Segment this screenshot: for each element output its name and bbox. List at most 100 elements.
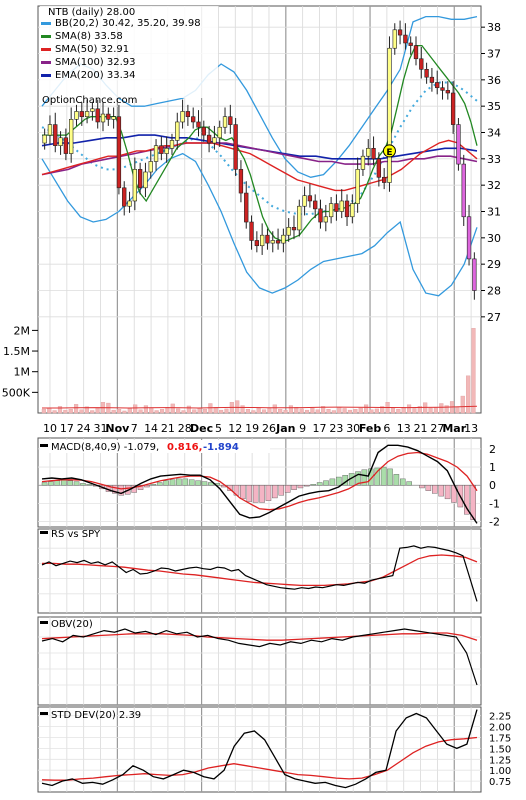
y-tick-label: 33 bbox=[487, 153, 501, 166]
candle bbox=[137, 169, 143, 189]
candle bbox=[270, 240, 275, 244]
macd-histogram-bar bbox=[361, 469, 368, 486]
candle bbox=[466, 216, 472, 260]
candle bbox=[132, 169, 137, 202]
volume-bar bbox=[143, 405, 148, 414]
volume-bar bbox=[224, 408, 229, 414]
volume-bar bbox=[433, 407, 438, 414]
volume-bar bbox=[245, 409, 251, 414]
x-tick-label: 9 bbox=[299, 422, 306, 435]
x-tick-label: 19 bbox=[245, 422, 259, 435]
x-tick-label: 27 bbox=[430, 422, 444, 435]
candle bbox=[159, 145, 164, 154]
macd-histogram-bar bbox=[188, 479, 195, 486]
macd-histogram-bar bbox=[444, 485, 451, 500]
volume-bar bbox=[170, 403, 175, 414]
macd-histogram-bar bbox=[374, 467, 380, 486]
volume-bar bbox=[176, 408, 181, 414]
candle bbox=[233, 124, 238, 170]
volume-bar bbox=[272, 404, 277, 414]
volume-bar bbox=[256, 407, 261, 414]
volume-bar bbox=[278, 409, 283, 414]
macd-histogram-bar bbox=[419, 485, 425, 489]
candle bbox=[323, 216, 328, 223]
macd-histogram-bar bbox=[387, 468, 393, 486]
candle bbox=[376, 158, 382, 178]
stddev-tick-label: 0.75 bbox=[489, 777, 511, 788]
legend-swatch bbox=[41, 48, 51, 51]
y-tick-label: 34 bbox=[487, 127, 501, 140]
macd-histogram-bar bbox=[310, 484, 316, 486]
macd-tick-label: 2 bbox=[489, 443, 496, 456]
macd-histogram-bar bbox=[48, 481, 54, 486]
macd-histogram-bar bbox=[400, 478, 406, 486]
macd-histogram-bar bbox=[278, 485, 285, 496]
stddev-tick-label: 1.00 bbox=[489, 766, 511, 777]
x-tick-label: 31 bbox=[94, 422, 108, 435]
macd-histogram-bar bbox=[297, 485, 304, 489]
y-tick-label: 38 bbox=[487, 21, 501, 34]
x-tick-label: Jan bbox=[275, 422, 295, 435]
stddev-tick-label: 2.00 bbox=[489, 723, 511, 734]
macd-histogram-bar bbox=[265, 485, 272, 501]
y-tick-label: 35 bbox=[487, 100, 501, 113]
macd-histogram-bar bbox=[80, 483, 86, 486]
macd-histogram-bar bbox=[432, 485, 438, 494]
volume-bar bbox=[219, 409, 224, 414]
y-tick-label: 29 bbox=[487, 258, 501, 271]
macd-histogram-bar bbox=[291, 485, 297, 490]
stddev-tick-label: 2.25 bbox=[489, 712, 511, 723]
candle bbox=[392, 29, 397, 49]
volume-bar bbox=[159, 409, 165, 414]
candle bbox=[106, 113, 111, 120]
candle bbox=[387, 47, 392, 183]
x-tick-label: 26 bbox=[262, 422, 276, 435]
macd-histogram-bar bbox=[406, 481, 412, 486]
candle bbox=[111, 116, 116, 120]
volume-bar bbox=[251, 410, 256, 414]
candle bbox=[429, 76, 435, 83]
candle bbox=[450, 92, 456, 125]
volume-bar bbox=[321, 406, 326, 414]
candle bbox=[148, 161, 153, 173]
x-tick-label: 21 bbox=[414, 422, 428, 435]
sma50-line bbox=[41, 139, 478, 192]
x-tick-label: 30 bbox=[346, 422, 360, 435]
candle bbox=[180, 111, 185, 123]
x-tick-label: 24 bbox=[77, 422, 91, 435]
macd-histogram-bar bbox=[169, 479, 176, 486]
macd-histogram-bar bbox=[355, 471, 361, 486]
stddev-swatch bbox=[40, 712, 48, 715]
panel-frame-sd bbox=[37, 706, 482, 793]
macd-histogram-bar bbox=[464, 485, 470, 515]
stddev-label: STD DEV(20) 2.39 bbox=[51, 710, 141, 721]
candle bbox=[350, 203, 355, 218]
volume-tick-label: 1.5M bbox=[3, 345, 30, 358]
candle bbox=[143, 171, 148, 189]
legend-label: SMA(8) 33.58 bbox=[55, 31, 123, 42]
volume-bar bbox=[331, 410, 336, 414]
x-tick-label: 12 bbox=[228, 422, 242, 435]
macd-histogram-bar bbox=[208, 482, 214, 486]
macd-histogram-bar bbox=[259, 485, 265, 503]
legend-label: SMA(50) 32.91 bbox=[55, 44, 129, 55]
candle bbox=[249, 221, 254, 241]
candle bbox=[95, 108, 100, 123]
volume-bar bbox=[192, 409, 197, 414]
volume-bar bbox=[347, 409, 353, 414]
candle bbox=[53, 124, 58, 146]
candle bbox=[419, 58, 424, 70]
x-tick-label: Dec bbox=[190, 422, 213, 435]
volume-bar bbox=[364, 404, 369, 414]
volume-bar bbox=[417, 406, 422, 414]
candle bbox=[461, 163, 466, 218]
macd-histogram-bar bbox=[112, 485, 118, 494]
volume-ma-line bbox=[42, 405, 478, 409]
macd-histogram-bar bbox=[54, 480, 61, 486]
volume-bar bbox=[428, 407, 433, 414]
volume-bar bbox=[261, 409, 267, 414]
macd-signal-line bbox=[41, 451, 478, 511]
macd-tick-label: 0 bbox=[489, 479, 496, 492]
macd-signal-value: 0.816, bbox=[167, 442, 202, 453]
volume-tick-label: 2M bbox=[14, 324, 31, 337]
